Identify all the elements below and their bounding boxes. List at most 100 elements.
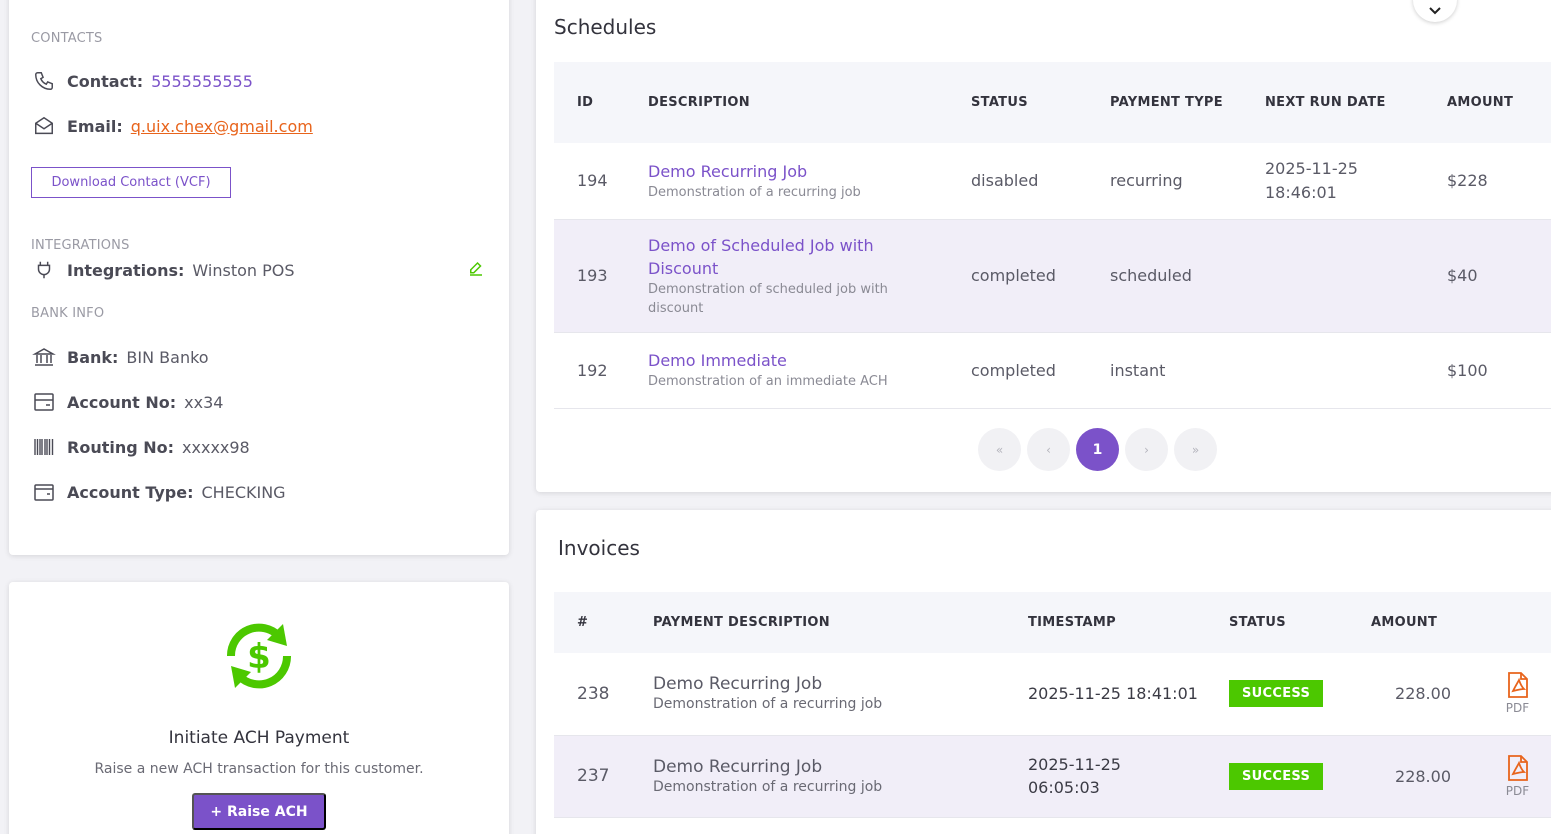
invoices-title: Invoices	[558, 536, 640, 560]
email-row: Email: q.uix.chex@gmail.com	[31, 113, 313, 139]
invoice-title: Demo Recurring Job	[653, 756, 823, 777]
collapse-toggle-button[interactable]	[1413, 0, 1457, 22]
routing-row: Routing No: xxxxx98	[31, 434, 250, 460]
pager-first-button[interactable]: «	[978, 428, 1021, 471]
schedule-description: Demonstration of a recurring job	[648, 184, 861, 200]
schedules-table: ID DESCRIPTION STATUS PAYMENT TYPE NEXT …	[554, 62, 1551, 409]
col-header-id[interactable]: ID	[577, 95, 594, 110]
download-vcf-button[interactable]: Download Contact (VCF)	[31, 167, 231, 198]
col-header-payment-type[interactable]: PAYMENT TYPE	[1110, 94, 1223, 110]
invoice-description: Demonstration of a recurring job	[653, 778, 883, 795]
invoice-amount: 228.00	[1371, 653, 1481, 736]
pdf-download-link[interactable]: PDF	[1481, 653, 1551, 736]
schedule-title-link[interactable]: Demo of Scheduled Job with Discount	[648, 235, 874, 278]
col-header-description[interactable]: DESCRIPTION	[648, 95, 750, 110]
svg-text:$: $	[247, 637, 271, 677]
barcode-icon	[31, 434, 57, 460]
schedule-next-run	[1265, 332, 1447, 409]
invoice-timestamp: 2025-11-25 06:05:03	[1028, 735, 1229, 818]
invoice-description: Demonstration of a recurring job	[653, 696, 883, 713]
schedule-description: Demonstration of an immediate ACH	[648, 374, 888, 389]
col-header-payment-description[interactable]: PAYMENT DESCRIPTION	[653, 615, 830, 630]
schedule-payment-type: recurring	[1110, 143, 1265, 220]
col-header-status[interactable]: STATUS	[971, 95, 1028, 110]
schedule-payment-type: scheduled	[1110, 219, 1265, 333]
col-header-amount[interactable]: AMOUNT	[1371, 615, 1438, 630]
bank-icon	[31, 344, 57, 370]
contact-row: Contact: 5555555555	[31, 68, 253, 94]
pager-prev-button[interactable]: ‹	[1027, 428, 1070, 471]
col-header-number[interactable]: #	[577, 615, 589, 630]
bank-value: BIN Banko	[126, 347, 209, 367]
integrations-value: Winston POS	[192, 260, 295, 280]
pdf-file-icon	[1481, 672, 1551, 701]
pdf-file-icon	[1481, 754, 1551, 784]
table-row[interactable]: 238 Demo Recurring Job Demonstration of …	[554, 653, 1551, 736]
dollar-cycle-icon: $	[213, 610, 305, 706]
ach-subtitle: Raise a new ACH transaction for this cus…	[94, 761, 424, 777]
schedule-id: 192	[554, 332, 648, 409]
col-header-amount[interactable]: AMOUNT	[1447, 95, 1514, 110]
bank-row: Bank: BIN Banko	[31, 344, 209, 370]
schedules-card: Schedules ID DESCRIPTION STATUS PAYMENT …	[536, 0, 1551, 492]
invoices-table: # PAYMENT DESCRIPTION TIMESTAMP STATUS A…	[554, 592, 1551, 818]
account-type-value: CHECKING	[201, 482, 286, 502]
pdf-download-link[interactable]: PDF	[1481, 735, 1551, 818]
schedule-status: completed	[971, 219, 1110, 333]
section-label-bank: BANK INFO	[31, 306, 105, 321]
pager-page-button[interactable]: 1	[1076, 428, 1119, 471]
phone-icon	[31, 68, 57, 94]
schedule-status: disabled	[971, 143, 1110, 220]
raise-ach-button[interactable]: + Raise ACH	[192, 793, 326, 830]
pager-last-button[interactable]: »	[1174, 428, 1217, 471]
wallet-icon	[31, 479, 57, 505]
plug-icon	[31, 257, 57, 283]
account-no-value: xx34	[184, 392, 224, 412]
routing-value: xxxxx98	[182, 437, 250, 457]
invoices-header-row: # PAYMENT DESCRIPTION TIMESTAMP STATUS A…	[554, 592, 1551, 653]
col-header-pdf	[1481, 592, 1551, 653]
integrations-label: Integrations:	[67, 260, 185, 280]
schedule-title-link[interactable]: Demo Immediate	[648, 351, 787, 370]
schedule-payment-type: instant	[1110, 332, 1265, 409]
account-no-row: Account No: xx34	[31, 389, 223, 415]
table-row[interactable]: 194 Demo Recurring Job Demonstration of …	[554, 143, 1551, 220]
invoice-number: 238	[554, 653, 653, 736]
status-badge: SUCCESS	[1229, 680, 1324, 708]
schedule-description: Demonstration of scheduled job with disc…	[648, 281, 888, 316]
schedule-amount: $100	[1447, 332, 1551, 409]
contact-label: Contact:	[67, 71, 144, 91]
schedule-title-link[interactable]: Demo Recurring Job	[648, 161, 808, 181]
status-badge: SUCCESS	[1229, 762, 1324, 790]
card-icon	[31, 389, 57, 415]
contact-card: CONTACTS Contact: 5555555555 Email: q.ui…	[9, 0, 509, 555]
invoice-number: 237	[554, 735, 653, 818]
contact-phone-link[interactable]: 5555555555	[151, 71, 253, 91]
schedule-next-run: 2025-11-25 18:46:01	[1265, 143, 1447, 220]
ach-card: $ Initiate ACH Payment Raise a new ACH t…	[9, 582, 509, 834]
invoice-timestamp: 2025-11-25 18:41:01	[1028, 653, 1229, 736]
col-header-timestamp[interactable]: TIMESTAMP	[1028, 615, 1116, 630]
invoice-title: Demo Recurring Job	[653, 674, 823, 695]
account-type-row: Account Type: CHECKING	[31, 479, 286, 505]
schedule-amount: $40	[1447, 219, 1551, 333]
col-header-next-run-date[interactable]: NEXT RUN DATE	[1265, 95, 1386, 110]
invoice-amount: 228.00	[1371, 735, 1481, 818]
email-link[interactable]: q.uix.chex@gmail.com	[130, 116, 313, 136]
schedule-id: 193	[554, 219, 648, 333]
section-label-contacts: CONTACTS	[31, 31, 103, 46]
col-header-status[interactable]: STATUS	[1229, 615, 1286, 630]
ach-title: Initiate ACH Payment	[168, 728, 350, 748]
invoices-card: Invoices # PAYMENT DESCRIPTION TIMESTAMP…	[536, 510, 1551, 834]
section-label-integrations: INTEGRATIONS	[31, 238, 130, 253]
table-row[interactable]: 237 Demo Recurring Job Demonstration of …	[554, 735, 1551, 818]
edit-pencil-icon[interactable]	[467, 260, 485, 282]
schedules-title: Schedules	[554, 15, 657, 39]
account-type-label: Account Type:	[67, 482, 194, 502]
routing-label: Routing No:	[67, 437, 175, 457]
mail-open-icon	[31, 113, 57, 139]
email-label: Email:	[67, 116, 123, 136]
pager-next-button[interactable]: ›	[1125, 428, 1168, 471]
table-row[interactable]: 192 Demo Immediate Demonstration of an i…	[554, 332, 1551, 409]
table-row[interactable]: 193 Demo of Scheduled Job with Discount …	[554, 219, 1551, 333]
